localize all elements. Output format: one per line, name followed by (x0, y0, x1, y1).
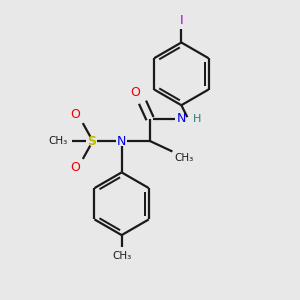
Text: N: N (117, 134, 126, 148)
Text: S: S (87, 134, 96, 148)
Text: O: O (70, 108, 80, 121)
Text: H: H (193, 114, 201, 124)
Text: I: I (179, 14, 183, 27)
Text: CH₃: CH₃ (174, 153, 193, 163)
Text: O: O (70, 161, 80, 174)
Text: O: O (130, 86, 140, 99)
Text: N: N (177, 112, 186, 125)
Text: CH₃: CH₃ (49, 136, 68, 146)
Text: CH₃: CH₃ (112, 250, 131, 261)
